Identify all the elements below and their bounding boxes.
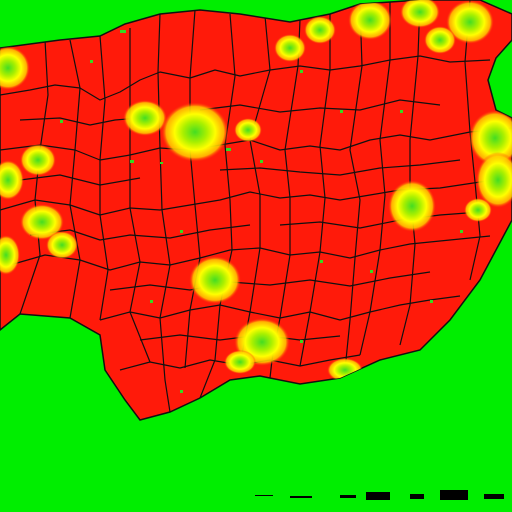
hotspot <box>304 16 336 44</box>
hotspot <box>0 160 24 200</box>
hotspot <box>424 26 456 54</box>
hotspot <box>464 198 492 222</box>
hotspot <box>469 110 512 166</box>
hotspot <box>348 0 392 40</box>
hotspot <box>388 180 436 232</box>
hotspot <box>123 100 167 136</box>
hotspot <box>224 350 256 374</box>
scale-bar-segment <box>255 495 273 496</box>
scale-bar-segment <box>410 494 424 499</box>
hotspot <box>20 204 64 240</box>
scale-bar <box>255 490 504 500</box>
hotspot <box>0 235 20 275</box>
green-specks <box>60 30 463 393</box>
hotspots <box>0 0 512 382</box>
scale-bar-segment <box>484 494 504 499</box>
hotspot <box>476 152 512 208</box>
scale-bar-segment <box>340 495 356 498</box>
scale-bar-segment <box>366 492 390 500</box>
hotspot <box>400 0 440 28</box>
hotspot <box>446 0 494 44</box>
scale-bar-segment <box>290 496 312 498</box>
scale-bar-segment <box>440 490 468 500</box>
hotspot <box>274 34 306 62</box>
hotspot <box>234 118 262 142</box>
district-borders <box>0 0 512 413</box>
hotspot <box>161 102 229 162</box>
hotspot <box>189 256 241 304</box>
hotspot <box>46 231 78 259</box>
hotspot <box>20 144 56 176</box>
hotspot <box>0 46 30 90</box>
